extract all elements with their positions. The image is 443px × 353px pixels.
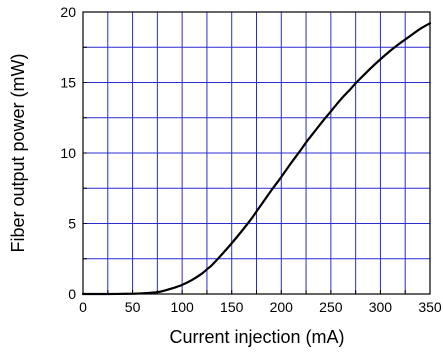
y-tick-label: 20 [60,4,76,20]
x-tick-label: 300 [369,299,393,315]
series-line [81,22,432,296]
y-tick-labels: 0 5 10 15 20 [60,4,76,302]
x-axis-label: Current injection (mA) [169,327,344,347]
x-tick-label: 200 [270,299,294,315]
x-tick-labels: 0 50 100 150 200 250 300 350 [79,299,442,315]
x-tick-label: 350 [418,299,442,315]
x-tick-label: 50 [125,299,141,315]
y-tick-label: 15 [60,75,76,91]
x-tick-label: 250 [319,299,343,315]
y-axis-label: Fiber output power (mW) [8,53,28,252]
x-tick-label: 150 [220,299,244,315]
x-tick-label: 0 [79,299,87,315]
x-tick-label: 100 [170,299,194,315]
y-tick-label: 0 [68,286,76,302]
y-tick-label: 10 [60,145,76,161]
y-tick-label: 5 [68,216,76,232]
